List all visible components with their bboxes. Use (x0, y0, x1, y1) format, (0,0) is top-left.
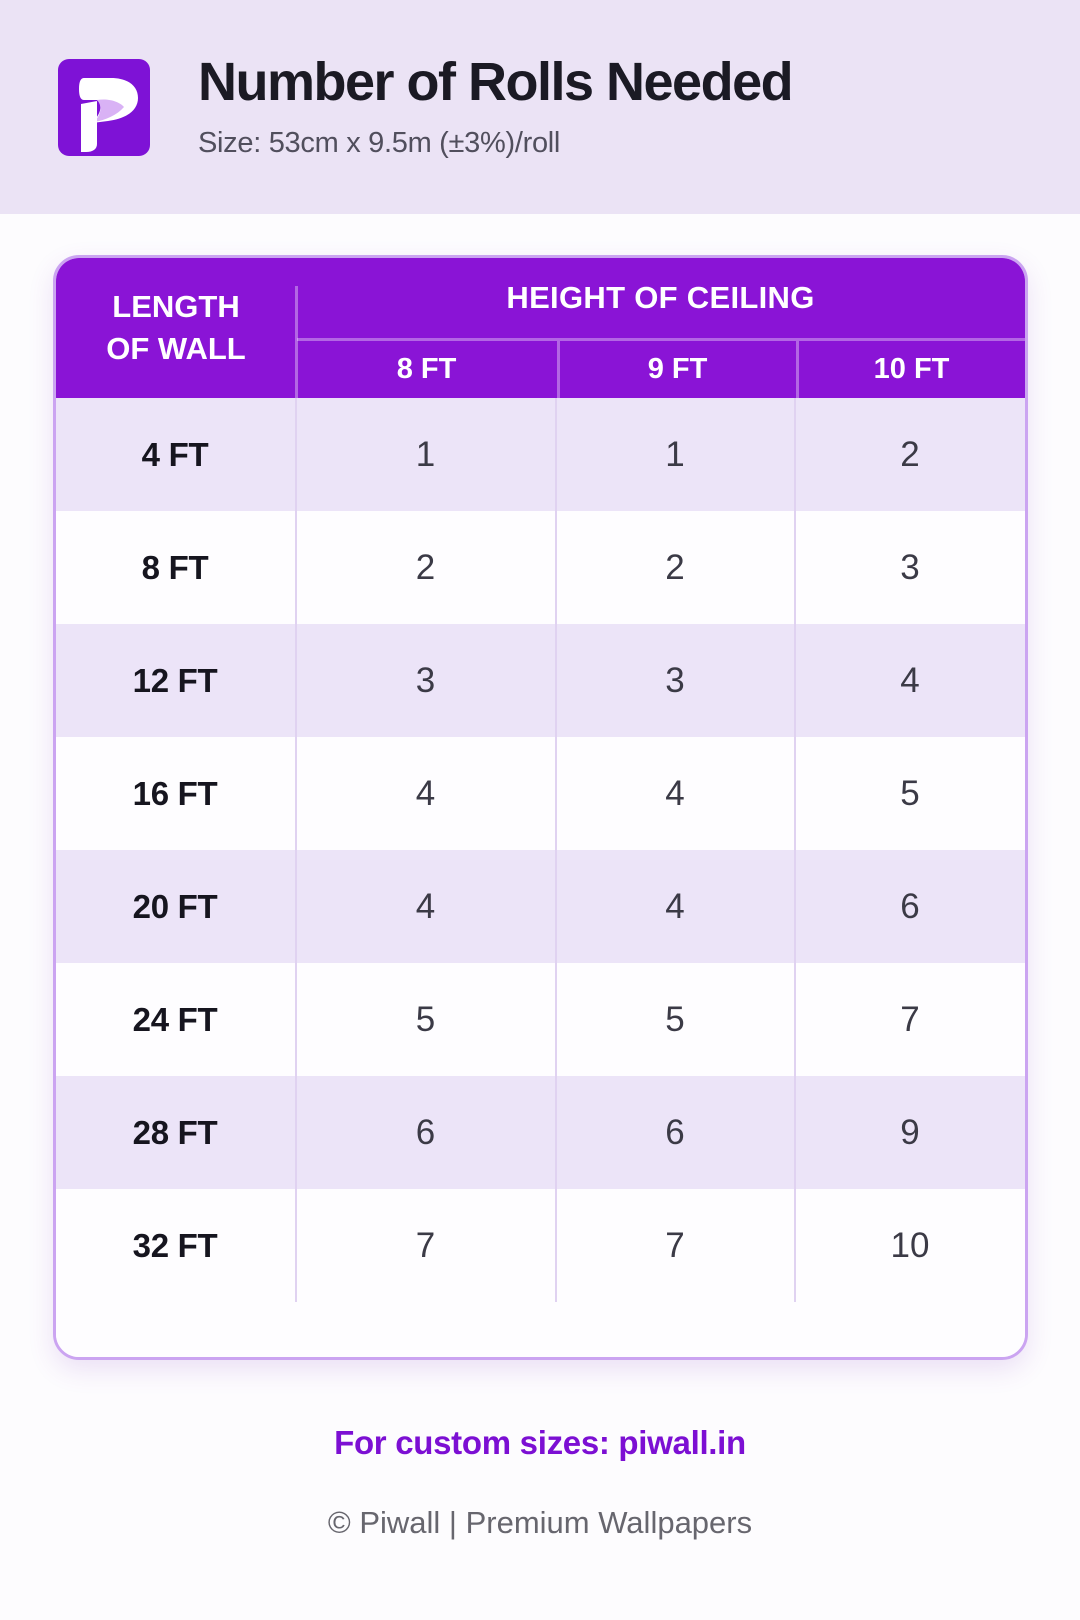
cell-value: 1 (557, 398, 796, 511)
cell-value: 4 (557, 850, 796, 963)
table-row: 16 FT 4 4 5 (55, 737, 1025, 850)
col-header-8ft: 8 FT (396, 353, 457, 385)
cell-value: 3 (900, 547, 920, 587)
cell-value: 6 (297, 1076, 557, 1189)
table-header: LENGTH OF WALL HEIGHT OF CEILING 8 FT 9 … (55, 258, 1025, 398)
cell-value: 7 (900, 999, 920, 1039)
row-label: 32 FT (56, 1189, 297, 1302)
group-header: HEIGHT OF CEILING (296, 258, 1025, 341)
table-body: 4 FT 1 1 2 8 FT 2 2 3 12 FT 3 3 4 16 FT … (55, 398, 1025, 1302)
title-block: Number of Rolls Needed Size: 53cm x 9.5m… (198, 52, 794, 160)
page-subtitle: Size: 53cm x 9.5m (±3%)/roll (198, 126, 561, 159)
cell-value: 3 (297, 624, 557, 737)
cell-value: 7 (557, 1189, 796, 1302)
table-row: 20 FT 4 4 6 (55, 850, 1025, 963)
cell-value: 4 (557, 737, 796, 850)
page-title: Number of Rolls Needed (198, 52, 794, 113)
top-band: Number of Rolls Needed Size: 53cm x 9.5m… (0, 0, 1080, 214)
cell-value: 2 (557, 511, 796, 624)
cell-value: 9 (900, 1112, 920, 1152)
cell-value: 10 (890, 1225, 930, 1265)
table-row: 24 FT 5 5 7 (55, 963, 1025, 1076)
custom-sizes-link[interactable]: For custom sizes: piwall.in (334, 1424, 746, 1461)
row-label: 4 FT (56, 398, 297, 511)
row-label: 8 FT (56, 511, 297, 624)
cell-value: 6 (557, 1076, 796, 1189)
rolls-needed-table: LENGTH OF WALL HEIGHT OF CEILING 8 FT 9 … (52, 255, 1028, 1360)
copyright-text: © Piwall | Premium Wallpapers (327, 1505, 753, 1540)
row-label: 20 FT (56, 850, 297, 963)
cell-value: 5 (297, 963, 557, 1076)
table-row: 28 FT 6 6 9 (55, 1076, 1025, 1189)
cell-value: 1 (297, 398, 557, 511)
cell-value: 6 (900, 886, 920, 926)
table-row: 32 FT 7 7 10 (55, 1189, 1025, 1302)
piwall-logo-icon (58, 58, 150, 156)
cell-value: 5 (900, 773, 920, 813)
col-header-9ft: 9 FT (556, 341, 796, 398)
row-label: 24 FT (56, 963, 297, 1076)
table-footer-strip (55, 1302, 1025, 1357)
col-header-10ft: 10 FT (795, 341, 1025, 398)
row-label: 16 FT (56, 737, 297, 850)
cell-value: 5 (557, 963, 796, 1076)
sub-header-row: 8 FT 9 FT 10 FT (297, 341, 1025, 398)
row-label: 28 FT (56, 1076, 297, 1189)
cell-value: 2 (900, 434, 920, 474)
table-row: 8 FT 2 2 3 (55, 511, 1025, 624)
cell-value: 2 (297, 511, 557, 624)
corner-header-label: LENGTH OF WALL (106, 289, 246, 366)
cell-value: 7 (297, 1189, 557, 1302)
row-label: 12 FT (56, 624, 297, 737)
cell-value: 4 (297, 737, 557, 850)
table-row: 12 FT 3 3 4 (55, 624, 1025, 737)
cell-value: 3 (557, 624, 796, 737)
table-row: 4 FT 1 1 2 (55, 398, 1025, 511)
cell-value: 4 (297, 850, 557, 963)
corner-header: LENGTH OF WALL (56, 258, 298, 398)
cell-value: 4 (900, 660, 920, 700)
